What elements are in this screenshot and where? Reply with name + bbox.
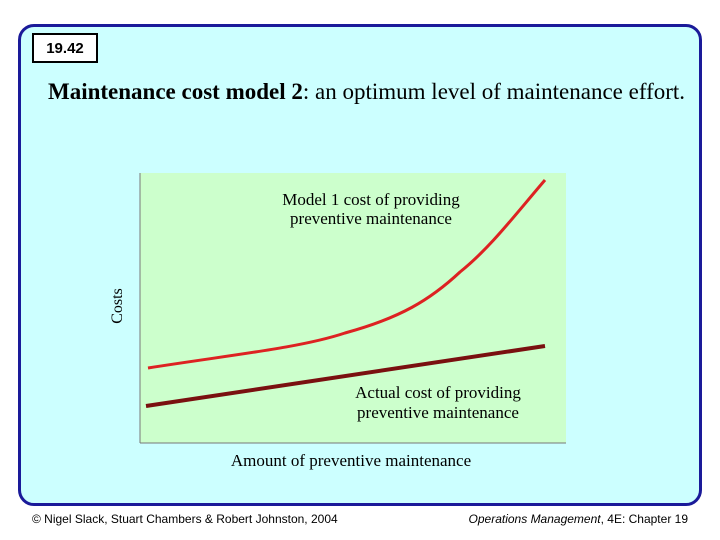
slide-number: 19.42 bbox=[32, 33, 98, 63]
actual-label-line1: Actual cost of providing bbox=[355, 383, 521, 402]
slide-title-rest: : an optimum level of maintenance effort… bbox=[302, 79, 686, 104]
y-axis-label: Costs bbox=[109, 288, 126, 324]
model1-label-line2: preventive maintenance bbox=[290, 209, 452, 228]
model1-cost-curve bbox=[147, 179, 547, 370]
model1-label-line1: Model 1 cost of providing bbox=[282, 190, 460, 209]
footer-copyright: © Nigel Slack, Stuart Chambers & Robert … bbox=[32, 512, 338, 526]
x-axis-label: Amount of preventive maintenance bbox=[231, 451, 471, 470]
slide-title-bold: Maintenance cost model 2 bbox=[48, 79, 303, 104]
actual-cost-line bbox=[145, 344, 546, 408]
slide-title: Maintenance cost model 2: an optimum lev… bbox=[48, 78, 688, 106]
footer-book-title: Operations Management bbox=[468, 512, 601, 526]
footer-edition: , 4E: Chapter 19 bbox=[600, 512, 688, 526]
actual-label-line2: preventive maintenance bbox=[357, 403, 519, 422]
footer-book-reference: Operations Management, 4E: Chapter 19 bbox=[469, 512, 688, 526]
